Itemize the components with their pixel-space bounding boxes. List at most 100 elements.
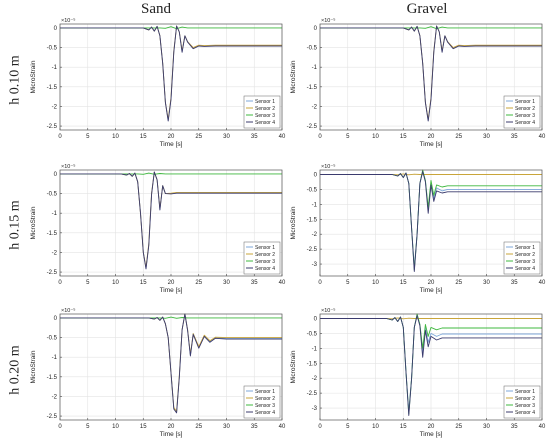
chart-sand-h015-ytick-label: -2.5 — [47, 270, 58, 276]
chart-gravel-h020-legend-label: Sensor 4 — [515, 410, 535, 416]
chart-gravel-h020-legend-label: Sensor 1 — [515, 389, 535, 395]
chart-sand-h010-ytick-label: 0 — [54, 26, 58, 32]
chart-sand-h020-ylabel: MicroStrain — [30, 350, 37, 383]
chart-gravel-h010-ytick-label: 0 — [314, 26, 318, 32]
chart-gravel-h015-xtick-label: 15 — [400, 280, 407, 286]
chart-gravel-h015-exponent-label: ×10⁻⁵ — [321, 163, 336, 170]
plot-sand-h015: 0 5 10 15 20 25 30 35 40 0 -0.5 -1 -1.5 -2 -2.5 ×10⁻⁵ Ti… — [30, 163, 286, 294]
chart-gravel-h020-xtick-label: 5 — [346, 424, 350, 430]
chart-gravel-h015-xtick-label: 30 — [483, 280, 490, 286]
chart-sand-h010-xtick-label: 35 — [251, 134, 258, 140]
chart-sand-h020-xtick-label: 25 — [195, 424, 202, 430]
chart-gravel-h020-ytick-label: -3 — [312, 406, 318, 412]
chart-sand-h020-xtick-label: 15 — [140, 424, 147, 430]
chart-sand-h010-xtick-label: 20 — [168, 134, 175, 140]
chart-sand-h015-xtick-label: 5 — [86, 280, 90, 286]
chart-gravel-h010-ytick-label: -2 — [312, 104, 318, 110]
chart-gravel-h015-legend-label: Sensor 1 — [515, 245, 535, 251]
chart-gravel-h020-ytick-label: -0.5 — [307, 331, 318, 337]
chart-sand-h020-xtick-label: 30 — [223, 424, 230, 430]
chart-sand-h010-xtick-label: 5 — [86, 134, 90, 140]
chart-sand-h020-ytick-label: -1 — [52, 355, 58, 361]
chart-gravel-h010-ytick-label: -1 — [312, 65, 318, 71]
chart-sand-h020-xtick-label: 5 — [86, 424, 90, 430]
chart-gravel-h020-ytick-label: 0 — [314, 316, 318, 322]
chart-sand-h010-ytick-label: -0.5 — [47, 46, 58, 52]
chart-sand-h015-ylabel: MicroStrain — [30, 206, 37, 239]
chart-sand-h015-axes-frame — [59, 169, 283, 277]
chart-gravel-h015-xtick-label: 35 — [511, 280, 518, 286]
chart-sand-h020-xtick-label: 40 — [279, 424, 286, 430]
chart-sand-h010-series-3-line — [60, 26, 282, 30]
chart-gravel-h020-ytick-label: -1.5 — [307, 361, 318, 367]
chart-gravel-h010-legend-label: Sensor 1 — [515, 99, 535, 105]
chart-gravel-h015-xtick-label: 10 — [372, 280, 379, 286]
chart-gravel-h015-legend-label: Sensor 2 — [515, 252, 535, 258]
chart-sand-h010-ytick-label: -1 — [52, 65, 58, 71]
chart-sand-h020-legend-label: Sensor 2 — [255, 396, 275, 402]
chart-sand-h015-xtick-label: 10 — [112, 280, 119, 286]
chart-sand-h015-xtick-label: 20 — [168, 280, 175, 286]
chart-gravel-h020-ytick-label: -2 — [312, 376, 318, 382]
chart-gravel-h015-ylabel: MicroStrain — [290, 206, 297, 239]
chart-sand-h015-legend-label: Sensor 4 — [255, 266, 275, 272]
chart-gravel-h015-series-4-line — [320, 171, 542, 272]
chart-gravel-h015-ytick-label: -2 — [312, 232, 318, 238]
chart-gravel-h015-xtick-label: 20 — [428, 280, 435, 286]
chart-sand-h010-legend-label: Sensor 3 — [255, 113, 275, 119]
chart-gravel-h015-xtick-label: 5 — [346, 280, 350, 286]
chart-sand-h015-xtick-label: 30 — [223, 280, 230, 286]
chart-gravel-h010-xtick-label: 35 — [511, 134, 518, 140]
chart-gravel-h010-ytick-label: -2.5 — [307, 124, 318, 130]
chart-gravel-h020-xtick-label: 0 — [318, 424, 322, 430]
chart-gravel-h010-ytick-label: -0.5 — [307, 46, 318, 52]
chart-sand-h015-xlabel: Time [s] — [160, 287, 183, 294]
chart-gravel-h020-xtick-label: 20 — [428, 424, 435, 430]
chart-gravel-h015-ytick-label: -1 — [312, 202, 318, 208]
plot-gravel-h010: 0 5 10 15 20 25 30 35 40 0 -0.5 -1 -1.5 -2 -2.5 ×10⁻⁵ Ti… — [290, 17, 546, 148]
chart-sand-h015-ytick-label: -1 — [52, 211, 58, 217]
chart-sand-h020-exponent-label: ×10⁻⁵ — [61, 307, 76, 314]
chart-sand-h015-series-4-line — [60, 171, 282, 270]
chart-sand-h020-xtick-label: 0 — [58, 424, 62, 430]
chart-sand-h015-xtick-label: 0 — [58, 280, 62, 286]
chart-sand-h010-ytick-label: -2 — [52, 104, 58, 110]
chart-sand-h015-xtick-label: 35 — [251, 280, 258, 286]
chart-sand-h020-ytick-label: 0 — [54, 316, 58, 322]
chart-gravel-h020-series-2-line — [320, 317, 542, 320]
chart-gravel-h020-xtick-label: 35 — [511, 424, 518, 430]
chart-gravel-h020-legend-label: Sensor 2 — [515, 396, 535, 402]
chart-gravel-h015-xtick-label: 0 — [318, 280, 322, 286]
row-label-h010-text: h 0.10 m — [8, 55, 24, 105]
chart-sand-h020-xtick-label: 35 — [251, 424, 258, 430]
chart-gravel-h015-ytick-label: 0 — [314, 172, 318, 178]
chart-gravel-h020-axes-frame — [319, 313, 543, 421]
chart-sand-h015-legend-label: Sensor 1 — [255, 245, 275, 251]
chart-gravel-h020-ytick-label: -2.5 — [307, 391, 318, 397]
chart-sand-h015-ytick-label: -0.5 — [47, 192, 58, 198]
chart-gravel-h015-ytick-label: -1.5 — [307, 217, 318, 223]
chart-sand-h010-ytick-label: -2.5 — [47, 124, 58, 130]
chart-sand-h020-legend-label: Sensor 3 — [255, 403, 275, 409]
chart-sand-h015-xtick-label: 40 — [279, 280, 286, 286]
chart-sand-h020-ytick-label: -0.5 — [47, 336, 58, 342]
chart-gravel-h015-ytick-label: -0.5 — [307, 187, 318, 193]
chart-sand-h020-xlabel: Time [s] — [160, 431, 183, 438]
chart-sand-h015-xtick-label: 25 — [195, 280, 202, 286]
chart-sand-h015-xtick-label: 15 — [140, 280, 147, 286]
chart-sand-h020-ytick-label: -1.5 — [47, 375, 58, 381]
chart-sand-h015-ytick-label: -1.5 — [47, 231, 58, 237]
row-label-h015-text: h 0.15 m — [8, 200, 24, 250]
chart-gravel-h010-xtick-label: 5 — [346, 134, 350, 140]
chart-sand-h020-axes-frame — [59, 313, 283, 421]
chart-gravel-h020-series-4-line — [320, 315, 542, 416]
row-label-h020-text: h 0.20 m — [8, 345, 24, 395]
chart-sand-h015-series-3-line — [60, 172, 282, 175]
chart-gravel-h020-xtick-label: 10 — [372, 424, 379, 430]
chart-gravel-h015-legend-label: Sensor 3 — [515, 259, 535, 265]
chart-sand-h010-legend-label: Sensor 1 — [255, 99, 275, 105]
chart-sand-h010-xtick-label: 25 — [195, 134, 202, 140]
chart-sand-h015-ytick-label: 0 — [54, 172, 58, 178]
chart-gravel-h015-series-2-line — [320, 173, 542, 176]
chart-gravel-h010-xtick-label: 40 — [539, 134, 546, 140]
